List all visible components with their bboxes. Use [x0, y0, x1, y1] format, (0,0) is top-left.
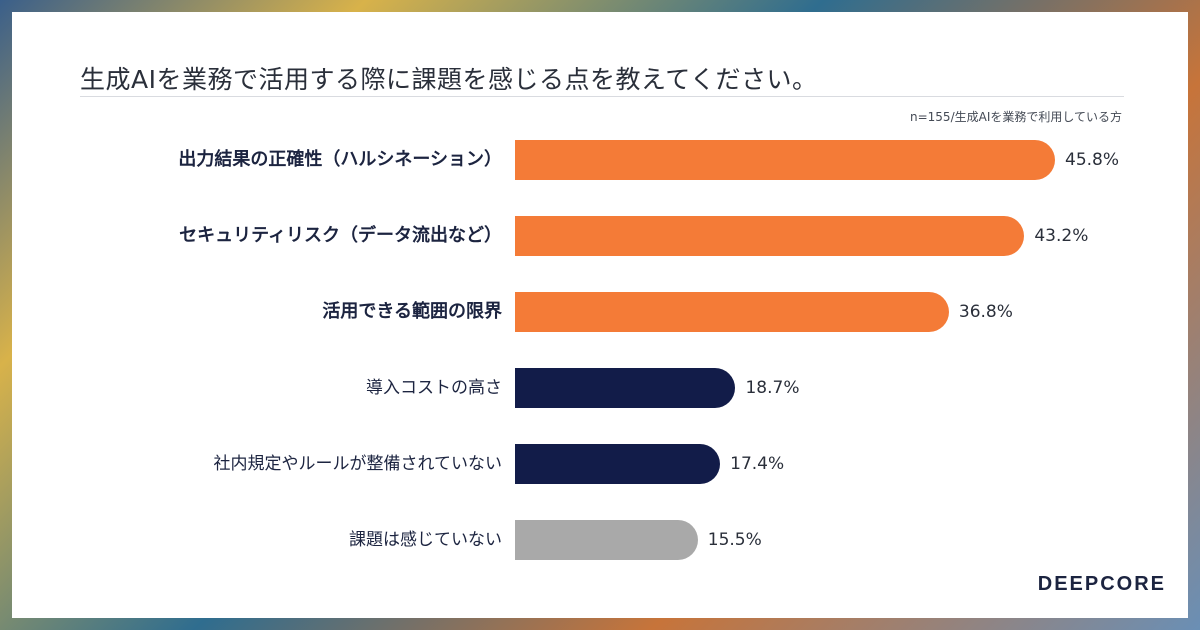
bar [515, 368, 736, 408]
title-divider [80, 96, 1124, 97]
value-label: 18.7% [745, 378, 800, 398]
category-label: 活用できる範囲の限界 [322, 301, 502, 322]
chart-card: 生成AIを業務で活用する際に課題を感じる点を教えてください。 n=155/生成A… [12, 12, 1188, 618]
category-label: 導入コストの高さ [366, 378, 502, 398]
value-label: 45.8% [1065, 150, 1120, 170]
bar [515, 444, 721, 484]
brand-logo: DEEPCORE [1037, 573, 1166, 595]
bar [515, 520, 698, 560]
sample-note: n=155/生成AIを業務で利用している方 [910, 110, 1122, 124]
category-label: セキュリティリスク（データ流出など） [179, 225, 502, 246]
value-label: 15.5% [707, 530, 762, 550]
bar [515, 292, 949, 332]
value-label: 17.4% [730, 454, 785, 474]
chart-title: 生成AIを業務で活用する際に課題を感じる点を教えてください。 [80, 65, 818, 94]
bar [515, 216, 1025, 256]
bar [515, 140, 1055, 180]
category-label: 出力結果の正確性（ハルシネーション） [178, 149, 502, 170]
bar-chart: 出力結果の正確性（ハルシネーション） 45.8% セキュリティリスク（データ流出など… [12, 12, 1188, 618]
value-label: 43.2% [1034, 226, 1089, 246]
category-label: 課題は感じていない [349, 530, 502, 550]
value-label: 36.8% [958, 302, 1013, 322]
category-label: 社内規定やルールが整備されていない [213, 454, 503, 474]
